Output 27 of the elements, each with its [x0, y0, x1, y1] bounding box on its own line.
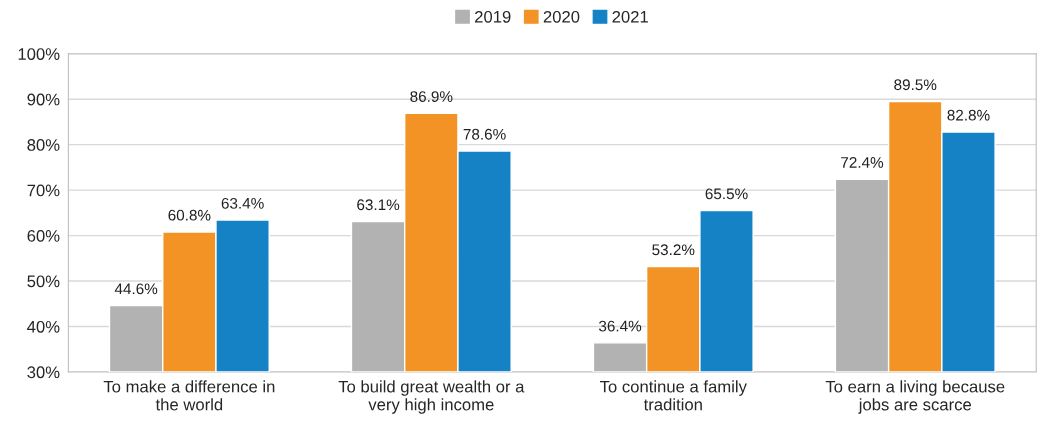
data-label: 72.4% — [841, 157, 884, 168]
legend-label: 2019 — [475, 10, 511, 23]
data-label: 78.6% — [463, 128, 506, 140]
y-tick-label: 30% — [27, 366, 60, 379]
x-tick-label: To earn a living because jobs are scarce — [825, 380, 1005, 414]
data-label: 53.2% — [652, 244, 695, 256]
data-label: 63.4% — [221, 197, 264, 209]
y-tick-label: 80% — [27, 139, 60, 151]
data-label: 65.5% — [705, 188, 748, 200]
y-tick-label: 100% — [18, 48, 60, 60]
y-tick-label: 70% — [27, 184, 60, 197]
x-tick-label: To continue a family tradition — [600, 380, 747, 411]
data-label: 60.8% — [168, 209, 211, 221]
y-tick-label: 60% — [27, 229, 60, 242]
data-label: 63.1% — [357, 199, 400, 211]
data-label: 44.6% — [114, 283, 158, 295]
legend-label: 2021 — [612, 10, 648, 23]
y-tick-label: 50% — [27, 275, 60, 288]
data-label: 82.8% — [947, 109, 990, 121]
data-label: 89.5% — [894, 79, 937, 91]
y-tick-label: 90% — [27, 93, 60, 106]
data-label: 86.9% — [410, 91, 453, 102]
y-tick-label: 40% — [27, 320, 60, 333]
data-label: 36.4% — [598, 320, 642, 332]
x-tick-label: To make a difference in the world — [103, 380, 275, 411]
x-tick-label: To build great wealth or a very high income — [338, 380, 525, 414]
legend-label: 2020 — [543, 10, 580, 23]
